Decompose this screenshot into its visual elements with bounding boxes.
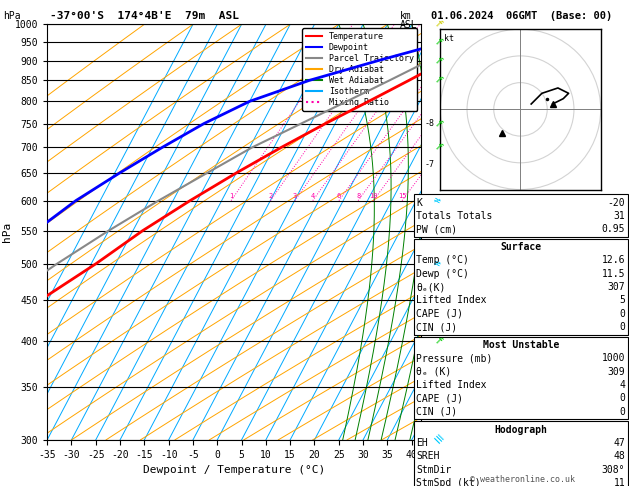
Text: f: f: [431, 142, 443, 153]
Text: 3: 3: [292, 192, 297, 198]
Text: -3: -3: [425, 312, 435, 321]
Text: StmSpd (kt): StmSpd (kt): [416, 478, 481, 486]
Text: 2: 2: [269, 192, 272, 198]
Text: 48: 48: [613, 451, 625, 461]
Text: f: f: [431, 36, 443, 48]
Text: ≠: ≠: [431, 194, 443, 207]
Text: 12.6: 12.6: [602, 255, 625, 265]
Text: 1: 1: [229, 192, 233, 198]
Text: -4: -4: [425, 259, 435, 268]
Text: Lifted Index: Lifted Index: [416, 380, 487, 390]
Text: -7: -7: [425, 160, 435, 169]
Text: f: f: [431, 18, 443, 30]
Text: 01.06.2024  06GMT  (Base: 00): 01.06.2024 06GMT (Base: 00): [431, 11, 613, 21]
Text: Hodograph: Hodograph: [494, 424, 547, 434]
Legend: Temperature, Dewpoint, Parcel Trajectory, Dry Adiabat, Wet Adiabat, Isotherm, Mi: Temperature, Dewpoint, Parcel Trajectory…: [303, 29, 417, 111]
Text: 0.95: 0.95: [602, 224, 625, 234]
Text: CAPE (J): CAPE (J): [416, 393, 464, 403]
Text: f: f: [431, 75, 443, 86]
Text: Temp (°C): Temp (°C): [416, 255, 469, 265]
Y-axis label: hPa: hPa: [2, 222, 12, 242]
Text: 4: 4: [311, 192, 315, 198]
Text: SREH: SREH: [416, 451, 440, 461]
Text: K: K: [416, 197, 422, 208]
Text: f: f: [431, 118, 443, 129]
Text: 8: 8: [356, 192, 360, 198]
Text: 11.5: 11.5: [602, 269, 625, 279]
Text: 307: 307: [608, 282, 625, 292]
Text: Dewp (°C): Dewp (°C): [416, 269, 469, 279]
Text: 0: 0: [620, 407, 625, 417]
Text: -6: -6: [425, 196, 435, 205]
Text: km
ASL: km ASL: [425, 444, 440, 463]
Text: 5: 5: [620, 295, 625, 306]
Text: ≠: ≠: [431, 257, 443, 270]
Text: 0: 0: [620, 322, 625, 332]
Text: © weatheronline.co.uk: © weatheronline.co.uk: [470, 474, 574, 484]
Text: 4: 4: [620, 380, 625, 390]
Text: 0: 0: [620, 393, 625, 403]
Text: -2: -2: [425, 358, 435, 367]
Text: 6: 6: [337, 192, 341, 198]
Text: EH: EH: [416, 438, 428, 448]
Text: ≡: ≡: [429, 432, 445, 448]
Text: -20: -20: [608, 197, 625, 208]
Text: 11: 11: [613, 478, 625, 486]
Text: -37°00'S  174°4B'E  79m  ASL: -37°00'S 174°4B'E 79m ASL: [50, 11, 239, 21]
Text: Totals Totals: Totals Totals: [416, 211, 493, 221]
Text: 1000: 1000: [602, 353, 625, 364]
Text: 10: 10: [369, 192, 377, 198]
Text: -5: -5: [425, 229, 435, 238]
Text: Lifted Index: Lifted Index: [416, 295, 487, 306]
Text: Pressure (mb): Pressure (mb): [416, 353, 493, 364]
Text: hPa: hPa: [3, 11, 21, 21]
Text: kt: kt: [443, 34, 454, 43]
Text: 308°: 308°: [602, 465, 625, 475]
Text: -8: -8: [425, 119, 435, 128]
Text: CAPE (J): CAPE (J): [416, 309, 464, 319]
Text: StmDir: StmDir: [416, 465, 452, 475]
Text: 47: 47: [613, 438, 625, 448]
Text: LCL: LCL: [425, 435, 440, 444]
Text: 0: 0: [620, 309, 625, 319]
Text: 309: 309: [608, 366, 625, 377]
Text: 31: 31: [613, 211, 625, 221]
Text: θₑ(K): θₑ(K): [416, 282, 446, 292]
Text: ASL: ASL: [399, 20, 417, 31]
Text: f: f: [431, 335, 443, 346]
Text: km: km: [399, 11, 411, 21]
Text: f: f: [431, 55, 443, 66]
Text: -1: -1: [425, 399, 435, 408]
Text: Most Unstable: Most Unstable: [482, 340, 559, 350]
Text: CIN (J): CIN (J): [416, 407, 457, 417]
Text: 15: 15: [398, 192, 406, 198]
Text: CIN (J): CIN (J): [416, 322, 457, 332]
Text: Surface: Surface: [500, 242, 542, 252]
Text: PW (cm): PW (cm): [416, 224, 457, 234]
X-axis label: Dewpoint / Temperature (°C): Dewpoint / Temperature (°C): [143, 465, 325, 475]
Text: θₑ (K): θₑ (K): [416, 366, 452, 377]
